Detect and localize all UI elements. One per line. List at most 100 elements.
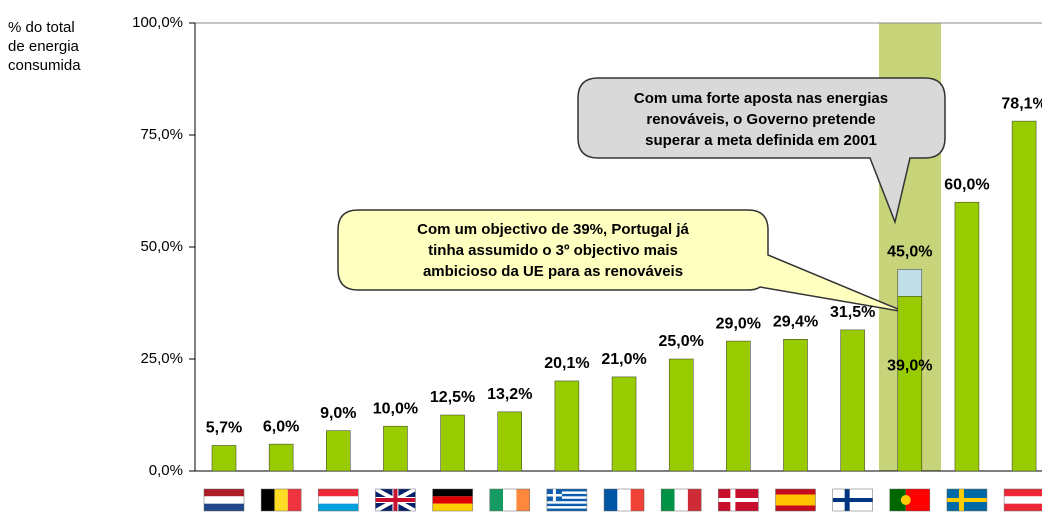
bar [897, 296, 923, 472]
flag-part [318, 489, 359, 497]
y-tick-label: 50,0% [140, 238, 183, 255]
annotation: ambicioso da UE para as renováveis [423, 263, 683, 280]
flag-part [204, 503, 244, 511]
bar [383, 425, 408, 472]
flag [946, 488, 988, 512]
flag [318, 488, 359, 512]
flag-border [318, 488, 359, 512]
flag-part [946, 498, 987, 502]
bar [611, 376, 637, 472]
flag-part [432, 503, 473, 511]
flag [546, 488, 588, 512]
flag-part [503, 489, 517, 511]
flag-border [946, 488, 988, 512]
value-label: 13,2% [487, 386, 532, 403]
flag-part [775, 494, 816, 506]
flag-part [546, 496, 587, 499]
value-label: 20,1% [544, 355, 589, 372]
flag-part [1004, 496, 1042, 504]
y-tick-label: 25,0% [140, 350, 183, 367]
value-label: 12,5% [430, 389, 475, 406]
bar [326, 430, 351, 472]
flag-part [287, 489, 302, 511]
flag [260, 488, 302, 512]
annotation: Com uma forte aposta nas energias [634, 90, 888, 107]
flag-part [318, 503, 359, 511]
value-label: 5,7% [206, 420, 242, 437]
bar [726, 340, 751, 472]
y-axis-label: % do total [8, 19, 75, 36]
flag-part [661, 489, 675, 511]
flag [203, 488, 245, 512]
value-label: 29,4% [773, 314, 818, 331]
bar [954, 201, 980, 472]
flag [660, 488, 702, 512]
flag-part [261, 489, 275, 511]
flag-border [546, 488, 588, 512]
flag-border [375, 488, 416, 512]
value-label: 6,0% [263, 418, 299, 435]
y-tick-label: 100,0% [132, 14, 183, 31]
value-label: 31,5% [830, 304, 875, 321]
flag-border [432, 488, 473, 512]
flag-border [775, 488, 816, 512]
flag [374, 487, 417, 513]
flag-part [546, 494, 562, 497]
flag-border [203, 488, 245, 512]
flag-part [674, 489, 688, 511]
value-label: 60,0% [944, 176, 989, 193]
flag-part [204, 496, 244, 504]
flag-part [318, 496, 359, 504]
flag-part [604, 489, 618, 511]
flag-border [718, 488, 759, 512]
flag-part [718, 498, 759, 502]
bar [840, 329, 865, 472]
value-label: 21,0% [601, 351, 646, 368]
bar [211, 445, 237, 472]
flag-part [546, 491, 587, 494]
bar [554, 380, 580, 472]
flag-part [889, 489, 906, 511]
flag-part [1004, 489, 1042, 497]
flag [432, 488, 473, 512]
flag-border [489, 488, 530, 512]
flag [775, 488, 816, 512]
bar [1011, 120, 1037, 472]
flag-part [204, 489, 244, 497]
flag-part [630, 489, 645, 511]
annotation: tinha assumido o 3º objectivo mais [428, 242, 678, 259]
flag-part [274, 489, 288, 511]
flag-part [687, 489, 702, 511]
annotation: superar a meta definida em 2001 [645, 132, 877, 149]
value-label: 78,1% [1001, 95, 1042, 112]
value-label: 25,0% [659, 333, 704, 350]
flag-part [617, 489, 631, 511]
flag-part [905, 489, 930, 511]
flag [489, 488, 530, 512]
bar [497, 411, 522, 472]
callout-bubble [577, 77, 946, 225]
flag-part [375, 498, 416, 502]
bar [268, 443, 294, 472]
flag-part [489, 489, 504, 511]
flag-border [889, 488, 931, 512]
value-label: 9,0% [320, 405, 356, 422]
callout-bubble [337, 209, 906, 313]
y-tick-label: 0,0% [149, 462, 183, 479]
flag-part [832, 498, 873, 502]
flag [889, 488, 931, 512]
y-tick-label: 75,0% [140, 126, 183, 143]
flag [1003, 488, 1042, 512]
flag-border [832, 488, 873, 512]
flag [832, 488, 873, 512]
value-label: 10,0% [373, 400, 418, 417]
flag [718, 488, 759, 512]
flag-part [900, 495, 911, 505]
flag-border [603, 488, 645, 512]
bar [440, 414, 465, 472]
flag-part [432, 496, 473, 504]
annotation: renováveis, o Governo pretende [646, 111, 875, 128]
flag-border [1003, 488, 1042, 512]
flag [603, 488, 645, 512]
